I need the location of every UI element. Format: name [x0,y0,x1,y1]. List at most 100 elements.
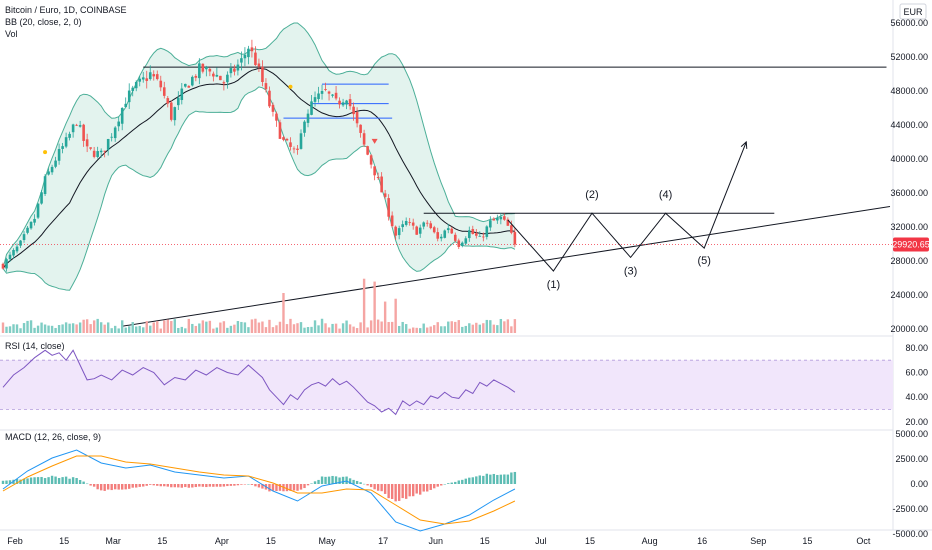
projection-path [507,141,747,272]
candle-body [264,83,268,90]
bollinger-lower [2,86,516,291]
candle-body [47,171,50,175]
macd-histogram-bar [75,477,78,484]
candle-body [383,193,387,197]
rsi-band [0,360,893,410]
candle-body [36,203,40,218]
macd-histogram-bar [110,484,113,491]
macd-histogram-bar [457,480,460,484]
macd-histogram-bar [212,484,215,487]
macd-histogram-bar [29,477,33,484]
volume-bar [366,327,369,333]
candle-body [201,63,205,72]
macd-histogram-bar [226,484,229,487]
volume-bar [142,327,145,333]
macd-histogram-bar [173,484,176,488]
macd-panel[interactable] [1,449,517,532]
candlesticks[interactable] [1,39,517,272]
macd-histogram-bar [513,471,517,484]
macd-histogram-bar [383,484,387,494]
price-axis[interactable]: 20000.00 24000.00 28000.00 32000.00 36000.00… [890,18,928,539]
candle-body [320,90,324,94]
candle-body [236,64,240,71]
time-axis[interactable]: Feb 15 Mar 15 Apr 15 May 17 Jun 15 Jul 15 Aug 16 Sep 15… [7,536,871,546]
volume-bar [243,322,247,333]
macd-histogram-bar [33,477,36,484]
candle-body [289,142,292,147]
volume-bar [422,323,425,333]
candle-body [78,125,82,127]
macd-histogram-bar [443,484,446,485]
macd-histogram-bar [187,484,191,488]
candle-body [271,104,275,112]
macd-histogram-bar [373,484,376,490]
macd-histogram-bar [506,474,510,484]
volume-bar [478,324,482,333]
candle-body [57,149,61,161]
bb-legend: BB (20, close, 2, 0) [5,17,82,27]
candle-body [103,150,106,152]
projection-drawings[interactable] [507,140,748,272]
macd-histogram-bar [15,478,19,484]
price-tick-label: 0.00 [910,479,928,489]
volume-bar [1,322,5,333]
candle-body [92,150,96,157]
volume-bar [103,324,106,333]
volume-bar [317,325,320,333]
volume-bar [71,323,75,333]
macd-histogram-bar [135,484,138,488]
macd-histogram-bar [180,484,184,488]
volume-bar [310,326,313,333]
candle-body [8,254,12,260]
macd-histogram-bar [303,484,306,489]
candle-body [471,229,475,234]
last-price-value: 29920.65 [892,239,930,249]
macd-histogram-bar [299,484,303,490]
price-tick-label: 24000.00 [890,290,928,300]
volume-bar [373,281,376,333]
candle-body [299,133,303,149]
volume-bar [54,327,57,333]
candle-body [341,102,345,106]
macd-histogram-bar [334,476,338,484]
currency-badge[interactable]: EUR [899,3,927,20]
candle-body [331,94,334,96]
candle-body [5,259,8,269]
volume-bar [61,324,64,333]
volume-bar [26,320,29,333]
macd-histogram-bar [419,484,422,495]
macd-histogram-bar [275,484,278,491]
volume-bar [513,319,517,333]
volume-bars [1,278,517,333]
volume-bar [12,324,15,333]
macd-histogram-bar [348,478,352,484]
candle-body [134,81,138,89]
drawings[interactable] [0,66,893,327]
rsi-panel[interactable] [0,349,893,416]
volume-bar [163,320,166,333]
macd-histogram-bar [64,476,68,484]
price-tick-label: 20000.00 [890,324,928,334]
candle-body [496,217,499,221]
bollinger-upper [2,22,515,269]
candle-body [250,47,254,52]
price-tick-label: -5000.00 [892,529,928,539]
macd-histogram-bar [117,484,120,490]
last-price-badge: 29920.65 [892,237,930,252]
candle-body [68,133,71,138]
volume-bar [376,319,380,333]
macd-histogram-bar [380,484,383,492]
macd-histogram-bar [482,475,485,484]
candle-body [54,160,57,167]
candle-body [194,75,198,78]
macd-histogram-bar [124,484,127,490]
macd-histogram-bar [310,483,313,484]
volume-bar [29,320,33,333]
candle-body [345,100,348,105]
candle-body [219,75,222,81]
wave-label: (2) [585,189,598,201]
volume-bar [345,320,348,333]
volume-bar [334,323,338,333]
macd-histogram-bar [376,484,380,491]
